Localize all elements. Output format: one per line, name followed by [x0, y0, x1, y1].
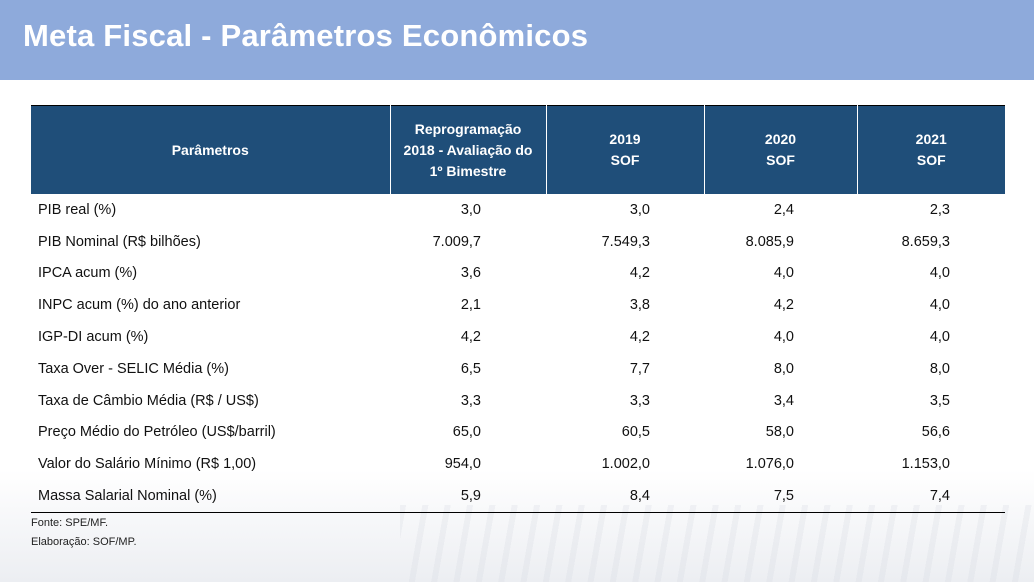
header-parametros: Parâmetros [31, 105, 391, 194]
header-reprogramacao-2018: Reprogramação 2018 - Avaliação do 1º Bim… [390, 105, 547, 194]
header-label: Parâmetros [171, 141, 249, 158]
header-line: 2018 - Avaliação do [403, 141, 533, 158]
cell-value: 3,3 [629, 392, 650, 409]
cell-value: 8,0 [929, 360, 950, 377]
cell-value: 65,0 [452, 424, 481, 441]
header-line: 2021 [915, 131, 947, 147]
prepared-by-note: Elaboração: SOF/MP. [31, 536, 137, 548]
row-label: PIB Nominal (R$ bilhões) [38, 233, 201, 250]
cell-value: 7.009,7 [432, 233, 481, 250]
header-line: 2020 [764, 131, 797, 147]
cell-value: 7,7 [629, 360, 650, 377]
table-row: Valor do Salário Mínimo (R$ 1,00) 954,0 … [31, 448, 1005, 480]
cell-value: 3,0 [460, 201, 481, 218]
cell-value: 4,0 [929, 297, 950, 314]
cell-value: 3,0 [629, 201, 650, 218]
cell-value: 3,3 [460, 392, 481, 409]
header-2021: 2021 SOF [857, 105, 1005, 194]
cell-value: 58,0 [765, 424, 794, 441]
header-line: SOF [916, 152, 946, 168]
source-note: Fonte: SPE/MF. [31, 517, 109, 529]
cell-value: 4,2 [629, 329, 650, 346]
row-label: IPCA acum (%) [38, 265, 138, 282]
table-row: PIB Nominal (R$ bilhões) 7.009,7 7.549,3… [31, 226, 1005, 258]
cell-value: 56,6 [921, 424, 950, 441]
cell-value: 1.002,0 [601, 456, 650, 473]
cell-value: 4,0 [773, 265, 794, 282]
header-line: 1º Bimestre [429, 162, 507, 179]
row-label: PIB real (%) [38, 201, 117, 218]
slide-title: Meta Fiscal - Parâmetros Econômicos [23, 18, 589, 53]
cell-value: 954,0 [444, 456, 481, 473]
cell-value: 4,0 [929, 265, 950, 282]
table-row: Preço Médio do Petróleo (US$/barril) 65,… [31, 417, 1005, 449]
header-line: Reprogramação [414, 120, 522, 137]
cell-value: 60,5 [621, 424, 650, 441]
row-label: INPC acum (%) do ano anterior [38, 297, 241, 314]
cell-value: 2,4 [773, 201, 794, 218]
cell-value: 7,4 [857, 480, 1005, 513]
table-row: IGP-DI acum (%) 4,2 4,2 4,0 4,0 [31, 321, 1005, 353]
row-label: Preço Médio do Petróleo (US$/barril) [38, 424, 276, 441]
cell-value: 3,5 [929, 392, 950, 409]
row-label: IGP-DI acum (%) [38, 329, 149, 346]
background-pattern [400, 505, 1034, 582]
cell-value: 4,0 [929, 329, 950, 346]
header-line: SOF [766, 152, 795, 168]
table-row: Taxa de Câmbio Média (R$ / US$) 3,3 3,3 … [31, 385, 1005, 417]
cell-value: 8,4 [546, 480, 704, 513]
parameters-table: Parâmetros Reprogramação 2018 - Avaliaçã… [31, 105, 1005, 513]
cell-value: 8.085,9 [745, 233, 794, 250]
cell-value: 2,1 [460, 297, 481, 314]
cell-value: 4,0 [773, 329, 794, 346]
cell-value: 4,2 [629, 265, 650, 282]
cell-value: 4,2 [460, 329, 481, 346]
header-2020: 2020 SOF [704, 105, 858, 194]
cell-value: 6,5 [460, 360, 481, 377]
title-bar: Meta Fiscal - Parâmetros Econômicos [0, 0, 1034, 80]
cell-value: 1.076,0 [745, 456, 794, 473]
table-row: IPCA acum (%) 3,6 4,2 4,0 4,0 [31, 258, 1005, 290]
cell-value: 5,9 [390, 480, 546, 513]
row-label: Massa Salarial Nominal (%) [31, 480, 390, 513]
header-line: 2019 [609, 131, 641, 147]
cell-value: 3,4 [773, 392, 794, 409]
cell-value: 2,3 [929, 201, 950, 218]
cell-value: 3,8 [629, 297, 650, 314]
cell-value: 4,2 [773, 297, 794, 314]
table-row: INPC acum (%) do ano anterior 2,1 3,8 4,… [31, 289, 1005, 321]
row-label: Taxa Over - SELIC Média (%) [38, 360, 229, 377]
cell-value: 1.153,0 [901, 456, 950, 473]
header-2019: 2019 SOF [546, 105, 705, 194]
cell-value: 3,6 [460, 265, 481, 282]
header-line: SOF [610, 152, 640, 168]
table-row: Massa Salarial Nominal (%) 5,9 8,4 7,5 7… [31, 480, 1005, 513]
cell-value: 8,0 [773, 360, 794, 377]
cell-value: 7.549,3 [601, 233, 650, 250]
cell-value: 8.659,3 [901, 233, 950, 250]
table-row: PIB real (%) 3,0 3,0 2,4 2,3 [31, 194, 1005, 226]
row-label: Valor do Salário Mínimo (R$ 1,00) [38, 456, 257, 473]
table-header-row: Parâmetros Reprogramação 2018 - Avaliaçã… [31, 105, 1005, 194]
cell-value: 7,5 [704, 480, 857, 513]
row-label: Taxa de Câmbio Média (R$ / US$) [38, 392, 259, 409]
table-row: Taxa Over - SELIC Média (%) 6,5 7,7 8,0 … [31, 353, 1005, 385]
